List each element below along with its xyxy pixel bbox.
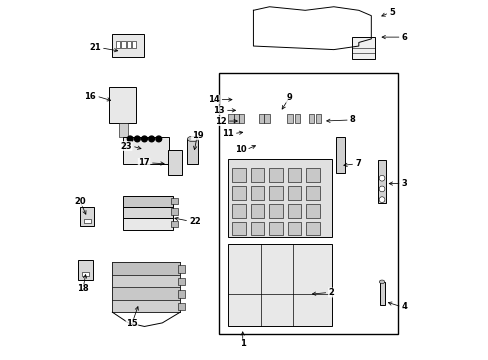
- Bar: [108, 87, 135, 123]
- Bar: [231, 204, 245, 217]
- Text: 17: 17: [138, 158, 149, 167]
- Text: 18: 18: [77, 284, 89, 293]
- Text: 21: 21: [89, 43, 101, 52]
- Bar: [123, 137, 169, 164]
- Bar: [228, 114, 233, 123]
- Bar: [250, 204, 264, 217]
- Bar: [178, 302, 184, 310]
- Bar: [294, 114, 299, 123]
- Bar: [305, 204, 319, 217]
- Bar: [268, 168, 282, 182]
- Bar: [78, 260, 93, 280]
- Bar: [178, 290, 184, 298]
- Text: 14: 14: [207, 95, 219, 104]
- Circle shape: [378, 186, 384, 192]
- Text: 16: 16: [84, 91, 96, 100]
- Bar: [258, 114, 264, 123]
- Text: 15: 15: [126, 319, 138, 328]
- Bar: [308, 114, 313, 123]
- Text: 20: 20: [74, 197, 86, 206]
- Bar: [123, 196, 173, 207]
- Bar: [119, 123, 128, 137]
- Circle shape: [378, 175, 384, 181]
- Bar: [250, 186, 264, 200]
- Circle shape: [127, 136, 133, 142]
- Bar: [305, 186, 319, 200]
- Bar: [171, 198, 177, 204]
- Bar: [250, 168, 264, 182]
- Bar: [231, 168, 245, 182]
- Bar: [116, 41, 120, 48]
- Text: 6: 6: [401, 33, 407, 42]
- Ellipse shape: [379, 280, 384, 284]
- Circle shape: [148, 136, 154, 142]
- Bar: [112, 275, 180, 287]
- Bar: [228, 158, 331, 237]
- Bar: [287, 114, 292, 123]
- Circle shape: [156, 136, 162, 142]
- Bar: [250, 222, 264, 235]
- Bar: [264, 114, 269, 123]
- Circle shape: [142, 136, 147, 142]
- Text: 19: 19: [191, 131, 203, 140]
- Text: 7: 7: [354, 159, 360, 168]
- Bar: [82, 272, 89, 276]
- Bar: [112, 300, 180, 312]
- Bar: [239, 114, 244, 123]
- Bar: [268, 186, 282, 200]
- Bar: [379, 282, 384, 305]
- Bar: [268, 222, 282, 235]
- Bar: [171, 221, 177, 227]
- Bar: [187, 139, 198, 164]
- Text: 4: 4: [401, 302, 407, 311]
- Bar: [305, 222, 319, 235]
- Text: 3: 3: [401, 179, 407, 188]
- Ellipse shape: [187, 136, 198, 141]
- Bar: [123, 217, 173, 230]
- Bar: [112, 262, 180, 312]
- Text: 23: 23: [120, 141, 132, 150]
- Bar: [178, 265, 184, 273]
- Bar: [126, 41, 131, 48]
- Text: 9: 9: [285, 93, 291, 102]
- Text: 13: 13: [213, 106, 224, 115]
- Text: 22: 22: [189, 217, 201, 226]
- Bar: [287, 222, 301, 235]
- Bar: [287, 168, 301, 182]
- Circle shape: [378, 197, 384, 203]
- Bar: [228, 244, 331, 327]
- Bar: [112, 262, 180, 275]
- Text: 2: 2: [328, 288, 334, 297]
- Bar: [112, 33, 144, 57]
- Bar: [171, 208, 177, 215]
- Text: 10: 10: [234, 145, 246, 154]
- Bar: [123, 207, 173, 217]
- Bar: [305, 168, 319, 182]
- Bar: [219, 73, 397, 334]
- Bar: [132, 41, 136, 48]
- Bar: [178, 278, 184, 285]
- Bar: [287, 186, 301, 200]
- Text: 12: 12: [214, 117, 226, 126]
- Text: 11: 11: [222, 129, 233, 138]
- Bar: [231, 222, 245, 235]
- Bar: [378, 160, 385, 203]
- Bar: [231, 186, 245, 200]
- Bar: [80, 207, 94, 226]
- Bar: [112, 287, 180, 300]
- Bar: [233, 114, 239, 123]
- Bar: [268, 204, 282, 217]
- Circle shape: [134, 136, 140, 142]
- Bar: [121, 41, 125, 48]
- Bar: [83, 219, 91, 223]
- Bar: [167, 150, 182, 175]
- Bar: [287, 204, 301, 217]
- Bar: [335, 137, 344, 173]
- Text: 5: 5: [388, 8, 394, 17]
- Bar: [315, 114, 321, 123]
- Text: 8: 8: [349, 116, 355, 125]
- Bar: [351, 37, 374, 59]
- Text: 1: 1: [239, 339, 245, 348]
